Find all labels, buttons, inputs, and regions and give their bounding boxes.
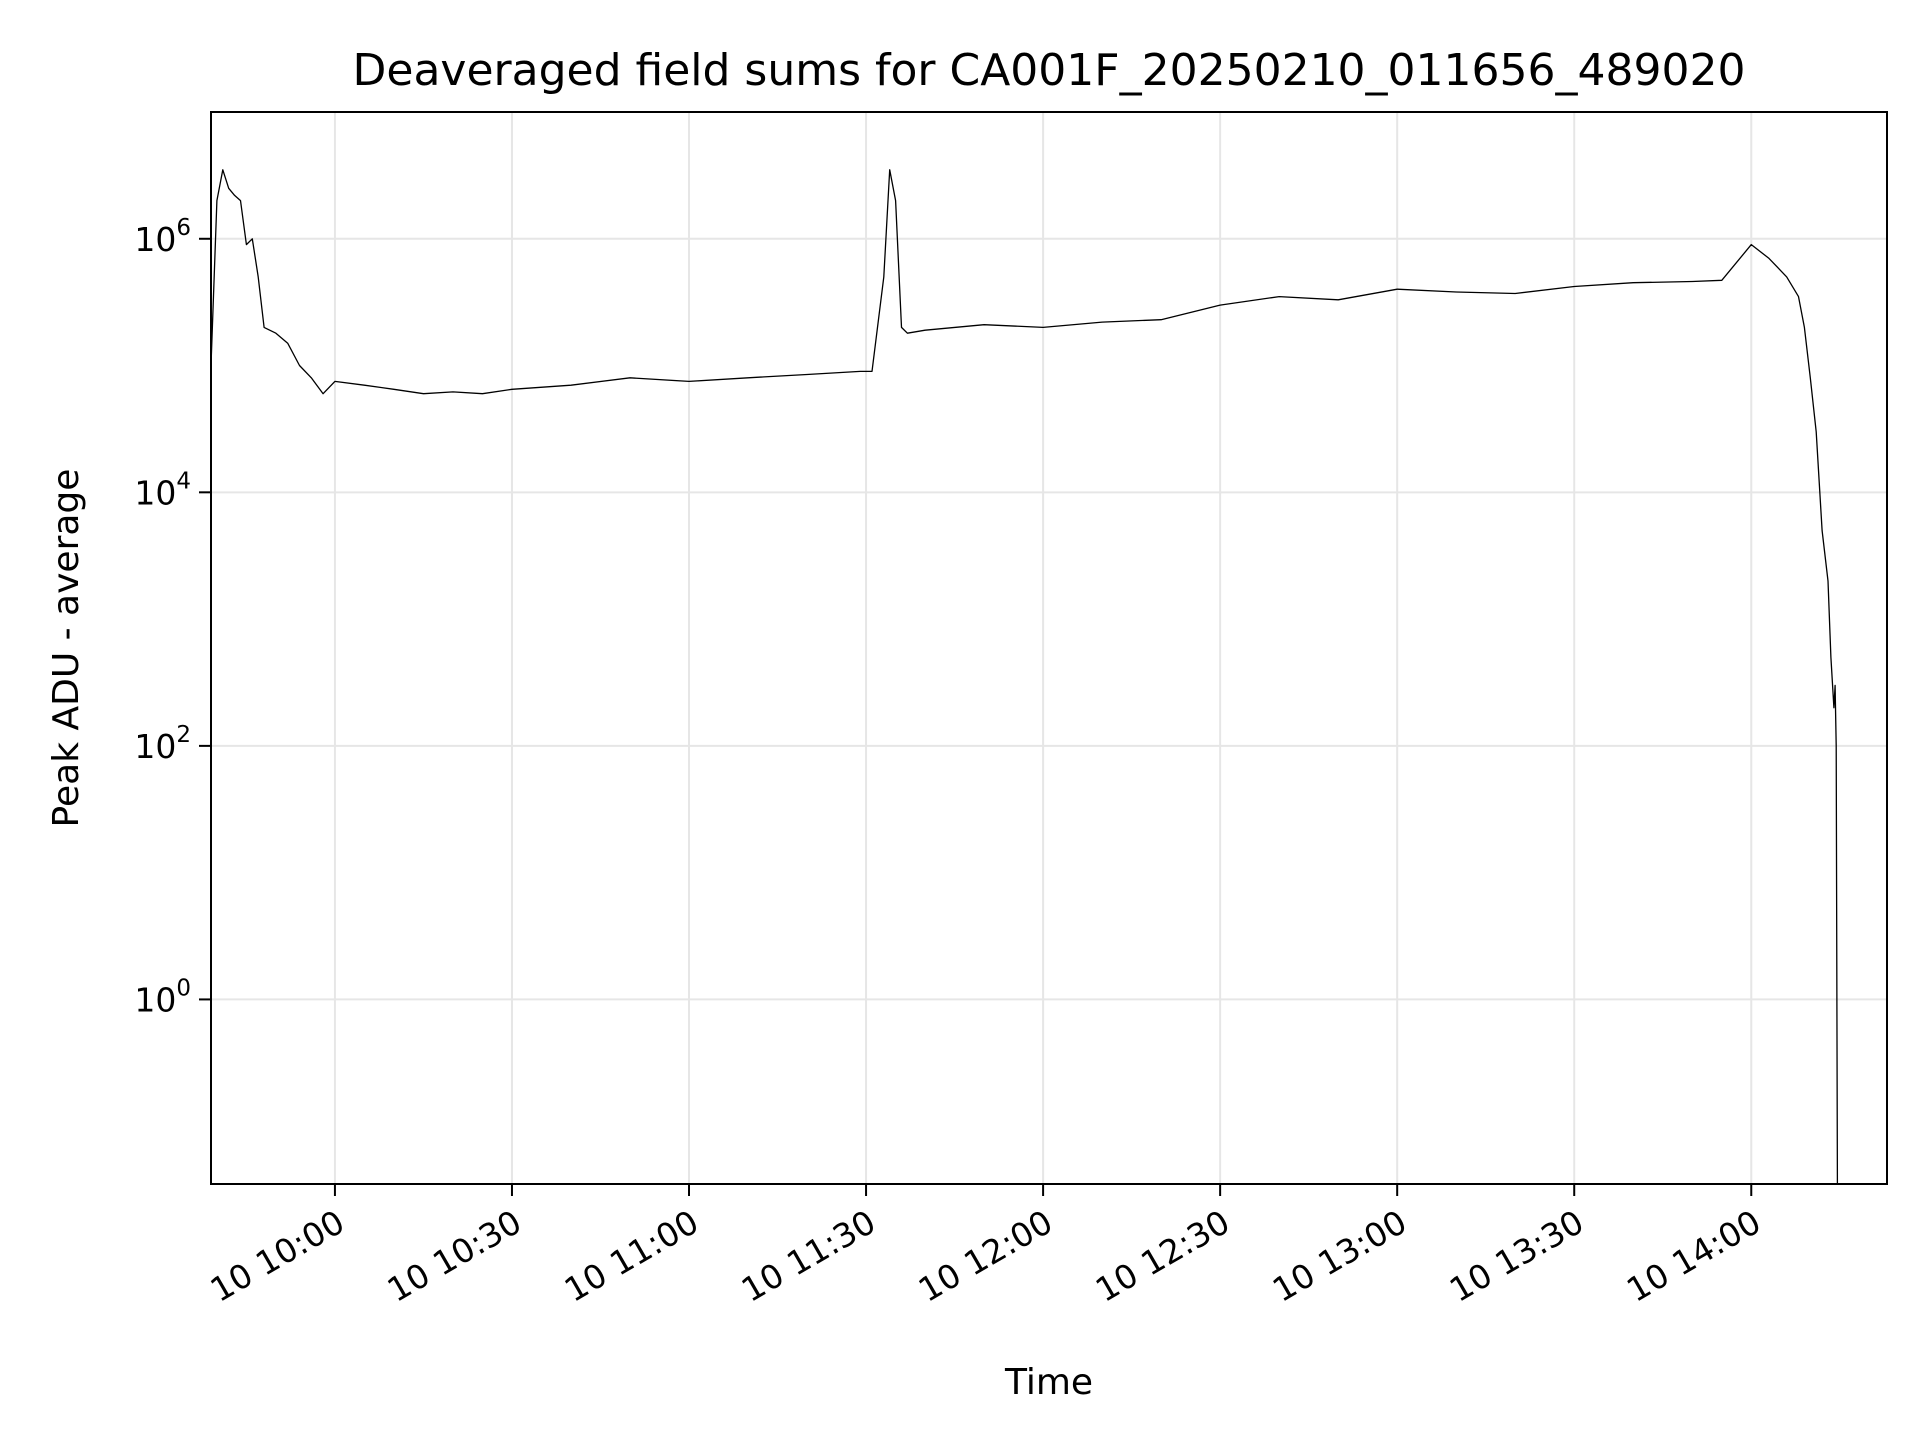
x-axis-label: Time — [1004, 1362, 1093, 1403]
y-tick-base: 10 — [134, 727, 176, 766]
grid-layer — [211, 112, 1887, 1184]
y-tick-exponent: 4 — [176, 468, 191, 494]
y-tick-exponent: 2 — [176, 722, 191, 748]
y-tick-base: 10 — [134, 473, 176, 512]
y-tick-label: 106 — [134, 215, 191, 259]
y-tick-base: 10 — [134, 220, 176, 259]
y-tick-base: 10 — [134, 980, 176, 1019]
chart-title: Deaveraged field sums for CA001F_2025021… — [353, 45, 1746, 96]
series-layer — [210, 169, 1839, 1185]
y-tick-label: 102 — [134, 722, 191, 766]
y-tick-label: 100 — [134, 975, 191, 1019]
y-tick-exponent: 0 — [176, 975, 191, 1001]
y-axis-label: Peak ADU - average — [46, 469, 87, 828]
plot-frame — [210, 111, 1888, 1185]
y-tick-label: 104 — [134, 468, 191, 512]
y-tick-exponent: 6 — [176, 215, 191, 241]
series-line-0 — [210, 169, 1839, 1185]
